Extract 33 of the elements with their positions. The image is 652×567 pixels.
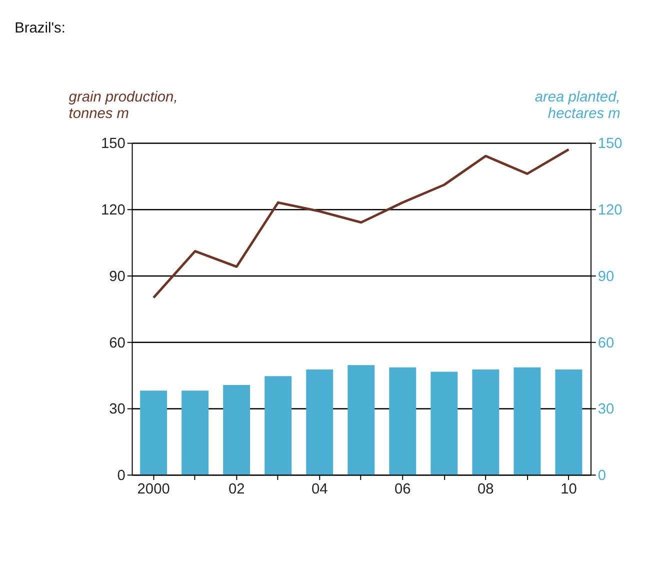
x-tick-label: 02	[228, 482, 245, 498]
y-tick-label: 120	[101, 202, 126, 219]
y-tick-label: 0	[117, 468, 126, 484]
y2-tick-label: 30	[598, 402, 614, 418]
y2-tick-label: 120	[598, 202, 622, 219]
y2-axis-title: area planted, hectares m	[534, 89, 620, 122]
y2-tick-label: 60	[598, 335, 614, 352]
x-tick-label: 10	[560, 482, 577, 498]
x-tick-label: 08	[478, 482, 494, 498]
bar	[514, 367, 541, 475]
y2-tick-label: 90	[598, 268, 614, 285]
bar	[306, 370, 334, 475]
line-series	[152, 148, 570, 299]
x-tick-label: 2000	[137, 482, 170, 498]
x-tick-label: 04	[311, 482, 328, 498]
bar	[430, 372, 458, 475]
bar	[264, 376, 292, 475]
bar	[555, 370, 582, 475]
y2-tick-label: 0	[598, 468, 606, 484]
y-tick-label: 30	[109, 402, 126, 418]
bar	[182, 390, 209, 475]
x-tick-label: 06	[394, 482, 411, 498]
bar	[389, 367, 416, 475]
y-tick-label: 90	[109, 268, 126, 285]
y-axis-title: grain production, tonnes m	[68, 89, 178, 122]
y-tick-label: 60	[109, 335, 126, 352]
y-tick-label: 150	[101, 136, 126, 152]
chart-title: Brazil's:	[14, 20, 66, 36]
bar	[348, 365, 375, 475]
bar	[140, 390, 168, 475]
y2-tick-label: 150	[598, 136, 622, 152]
bar	[472, 370, 500, 475]
bar	[223, 385, 250, 475]
